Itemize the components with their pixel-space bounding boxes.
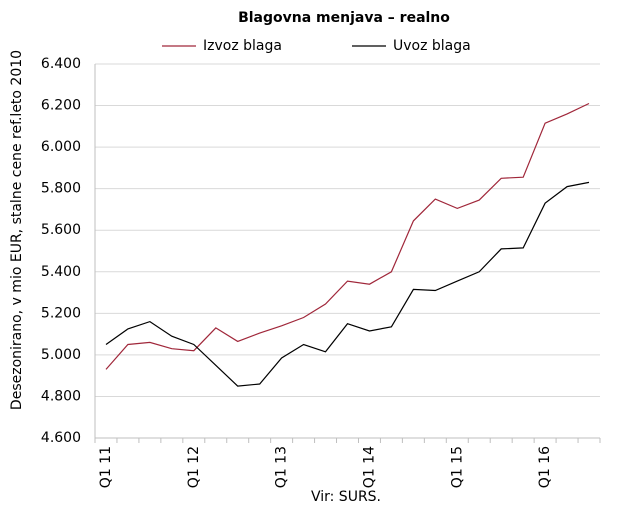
y-tick-label: 6.200 — [41, 98, 81, 114]
x-tick-label: Q1 13 — [274, 446, 290, 488]
x-tick-label: Q1 12 — [186, 446, 202, 488]
source: Vir: SURS. — [311, 489, 381, 505]
y-tick-label: 5.000 — [41, 347, 81, 363]
legend-label: Izvoz blaga — [203, 38, 282, 54]
y-axis-label: Desezonirano, v mio EUR, stalne cene ref… — [9, 50, 25, 410]
y-tick-label: 6.000 — [41, 139, 81, 155]
y-tick-label: 4.600 — [41, 430, 81, 446]
x-tick-label: Q1 11 — [98, 446, 114, 488]
y-tick-label: 4.800 — [41, 388, 81, 404]
series-line — [105, 181, 590, 387]
y-tick-label: 5.200 — [41, 305, 81, 321]
y-tick-label: 6.400 — [41, 56, 81, 72]
x-tick-label: Q1 16 — [537, 446, 553, 488]
chart-title: Blagovna menjava – realno — [238, 10, 450, 26]
y-tick-label: 5.600 — [41, 222, 81, 238]
y-tick-label: 5.400 — [41, 264, 81, 280]
legend-label: Uvoz blaga — [393, 38, 471, 54]
y-tick-label: 5.800 — [41, 181, 81, 197]
series-line — [105, 102, 590, 370]
x-tick-label: Q1 14 — [361, 446, 377, 488]
x-tick-label: Q1 15 — [449, 446, 465, 488]
